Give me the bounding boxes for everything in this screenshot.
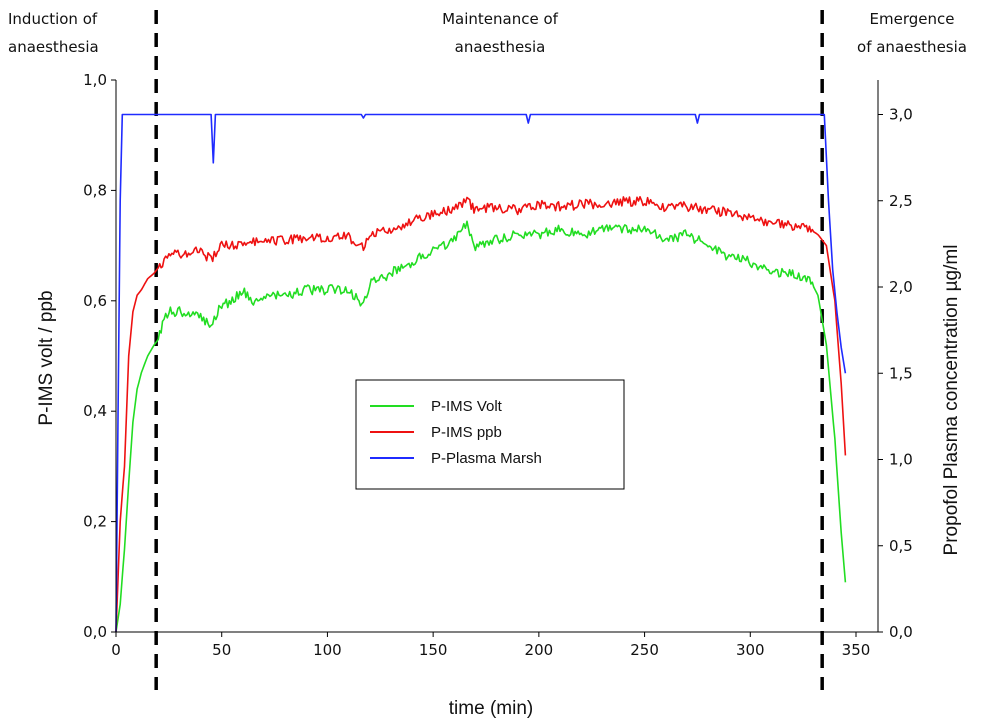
y-tick-label: 0,6 — [83, 292, 107, 310]
series-line-p-ims-ppb — [115, 196, 847, 633]
phase-label-emergence-line2: of anaesthesia — [857, 38, 967, 56]
y-axis-left-title: P-IMS volt / ppb — [36, 290, 57, 425]
x-tick-label: 300 — [736, 641, 765, 659]
ticks-layer: 0 50 100 150 200 250 300 350 0,0 0,2 0,4 0,6 0,8 1,0 0… — [83, 71, 913, 659]
y2-tick-label: 1,0 — [889, 451, 913, 469]
phase-label-maintenance: Maintenance of anaesthesia — [380, 5, 620, 61]
series-line-p-ims-volt — [115, 220, 847, 633]
phase-divider-layer — [154, 10, 824, 690]
x-tick-label: 100 — [313, 641, 342, 659]
y-tick-label: 0,2 — [83, 513, 107, 531]
y-tick-label: 0,4 — [83, 402, 107, 420]
phase-label-induction: Induction of anaesthesia — [8, 5, 99, 61]
x-tick-label: 350 — [842, 641, 871, 659]
phase-label-emergence: Emergence of anaesthesia — [832, 5, 989, 61]
x-tick-label: 200 — [525, 641, 554, 659]
phase-label-induction-line1: Induction of — [8, 10, 98, 28]
phase-label-induction-line2: anaesthesia — [8, 38, 99, 56]
legend: P-IMS Volt P-IMS ppb P-Plasma Marsh — [355, 379, 625, 490]
y2-tick-label: 2,5 — [889, 192, 913, 210]
axes-layer — [115, 80, 879, 633]
phase-label-maintenance-line2: anaesthesia — [454, 38, 546, 56]
series-line-p-plasma-marsh — [115, 113, 847, 633]
y2-tick-label: 0,0 — [889, 623, 913, 641]
y-axis-right-title: Propofol Plasma concentration µg/ml — [941, 245, 962, 556]
y2-tick-label: 1,5 — [889, 364, 913, 382]
legend-label-p-ims-ppb: P-IMS ppb — [431, 424, 502, 441]
x-axis-title: time (min) — [449, 698, 533, 719]
y-tick-label: 0,8 — [83, 181, 107, 199]
y2-tick-label: 2,0 — [889, 278, 913, 296]
x-tick-label: 250 — [630, 641, 659, 659]
y-tick-label: 0,0 — [83, 623, 107, 641]
phase-label-maintenance-line1: Maintenance of — [442, 10, 558, 28]
x-tick-label: 50 — [212, 641, 231, 659]
y2-tick-label: 3,0 — [889, 106, 913, 124]
series-layer — [115, 113, 847, 633]
legend-label-p-ims-volt: P-IMS Volt — [431, 398, 503, 415]
x-tick-label: 150 — [419, 641, 448, 659]
phase-label-emergence-line1: Emergence — [869, 10, 955, 28]
x-tick-label: 0 — [111, 641, 121, 659]
legend-box — [355, 379, 625, 490]
y-tick-label: 1,0 — [83, 71, 107, 89]
y2-tick-label: 0,5 — [889, 537, 913, 555]
legend-label-p-plasma-marsh: P-Plasma Marsh — [431, 450, 542, 467]
